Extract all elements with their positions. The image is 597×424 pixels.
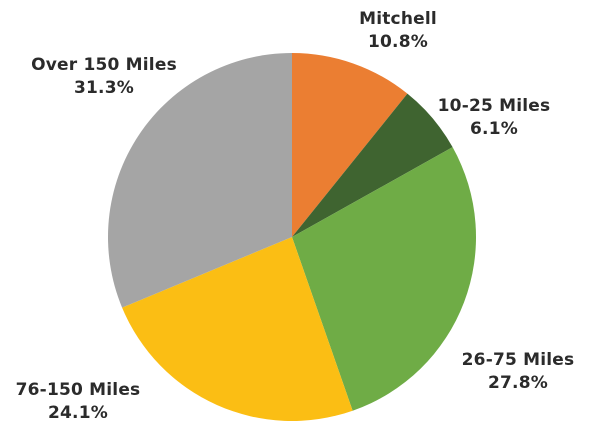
slice-value-label-76-150-miles: 24.1% <box>48 403 108 423</box>
pie-slice-26-75-miles <box>292 147 477 411</box>
pie-labels: Mitchell 10.8% 10-25 Miles 6.1% 26-75 Miles 2… <box>16 9 575 423</box>
pie-slice-10-25-miles <box>292 93 453 238</box>
slice-label-26-75-miles: 26-75 Miles <box>462 350 575 370</box>
slice-label-10-25-miles: 10-25 Miles <box>438 96 551 116</box>
pie-slice-over-150-miles <box>108 53 293 308</box>
slice-label-76-150-miles: 76-150 Miles <box>16 380 141 400</box>
pie-slice-mitchell <box>292 53 408 237</box>
slice-value-label-mitchell: 10.8% <box>368 32 428 52</box>
slice-label-mitchell: Mitchell <box>359 9 437 29</box>
slice-value-label-26-75-miles: 27.8% <box>488 373 548 393</box>
pie-slice-76-150-miles <box>122 237 353 421</box>
slice-label-over-150-miles: Over 150 Miles <box>31 55 177 75</box>
slice-value-label-over-150-miles: 31.3% <box>74 78 134 98</box>
slice-value-label-10-25-miles: 6.1% <box>470 119 518 139</box>
pie-slices <box>108 53 477 421</box>
